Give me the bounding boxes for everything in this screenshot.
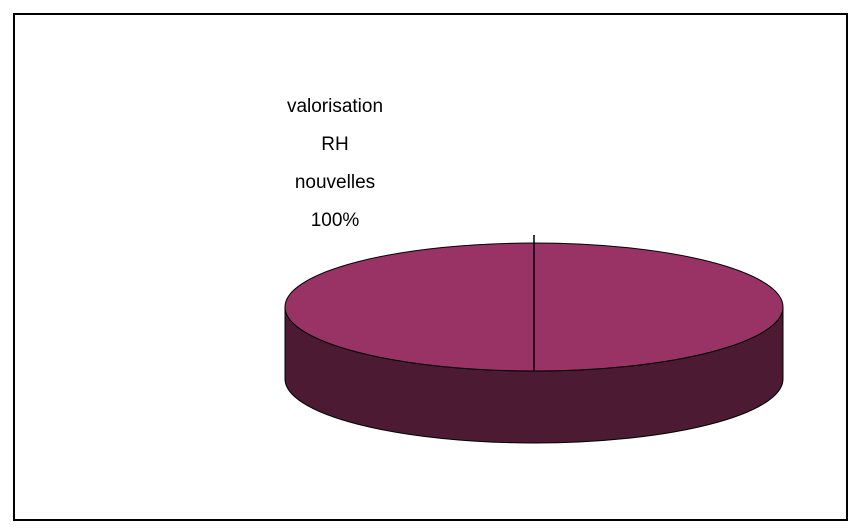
value-label: 100%: [311, 210, 360, 231]
category-label: valorisation RH nouvelles: [287, 96, 383, 193]
